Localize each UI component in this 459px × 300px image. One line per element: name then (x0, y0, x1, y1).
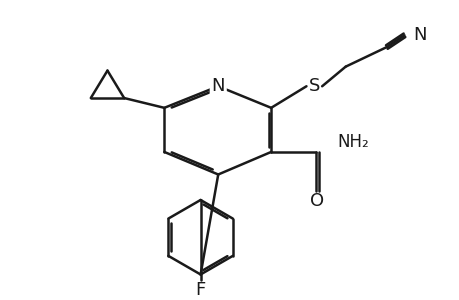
Text: N: N (211, 77, 224, 95)
Text: N: N (412, 26, 426, 44)
Text: NH₂: NH₂ (337, 133, 369, 151)
Text: O: O (309, 192, 324, 210)
Text: F: F (195, 281, 205, 299)
Text: S: S (308, 77, 319, 95)
